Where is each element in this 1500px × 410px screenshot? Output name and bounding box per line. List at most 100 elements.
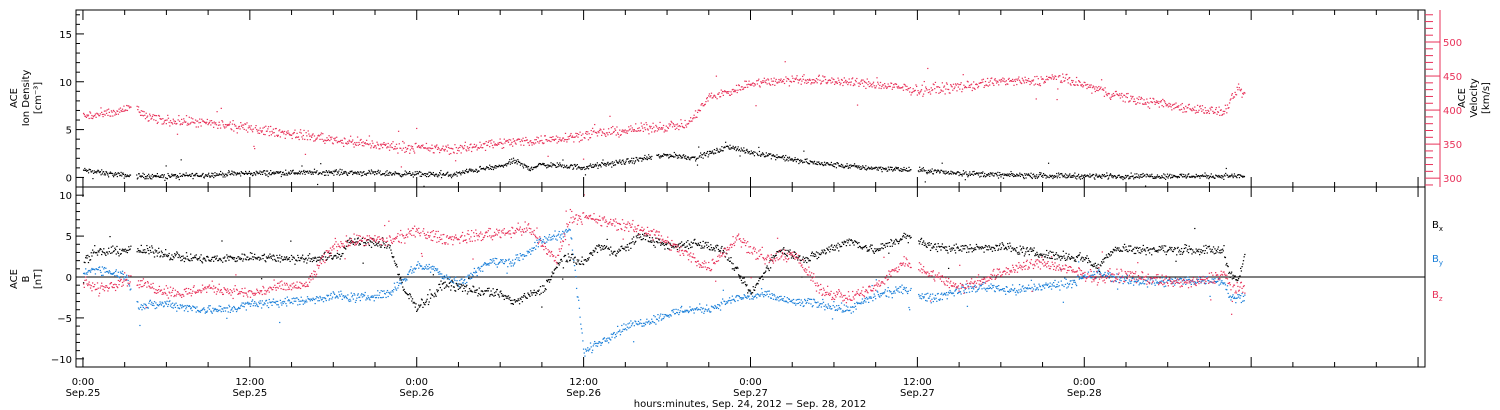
data-point — [831, 318, 834, 320]
data-point — [299, 300, 302, 302]
data-point — [1099, 176, 1102, 179]
data-point — [296, 173, 299, 175]
data-point — [511, 158, 513, 160]
data-point — [457, 172, 459, 174]
data-point — [139, 306, 142, 308]
data-point — [835, 82, 837, 84]
data-point — [409, 270, 411, 272]
data-point — [1046, 78, 1049, 80]
data-point — [458, 285, 460, 288]
data-point — [824, 304, 827, 306]
data-point — [1156, 102, 1158, 104]
data-point — [838, 81, 841, 83]
data-point — [970, 84, 972, 86]
data-point — [955, 172, 958, 174]
data-point — [258, 172, 260, 174]
data-point — [429, 267, 431, 269]
data-point — [118, 172, 120, 174]
data-point — [723, 300, 725, 302]
data-point — [112, 115, 114, 117]
data-point — [994, 172, 996, 175]
data-point — [896, 167, 898, 169]
data-point — [109, 115, 111, 117]
data-point — [703, 152, 705, 154]
data-point — [641, 160, 643, 162]
data-point — [1113, 175, 1115, 177]
data-point — [543, 236, 546, 238]
data-point — [855, 308, 857, 310]
data-point — [982, 175, 985, 178]
data-point — [215, 308, 217, 310]
data-point — [740, 150, 742, 152]
data-point — [992, 286, 994, 288]
data-point — [208, 175, 210, 177]
data-point — [317, 135, 319, 137]
data-point — [159, 175, 162, 177]
data-point — [227, 172, 229, 174]
data-point — [618, 330, 620, 333]
data-point — [906, 291, 908, 293]
data-point — [778, 156, 780, 158]
data-point — [169, 176, 171, 178]
data-point — [221, 174, 223, 176]
data-point — [1065, 74, 1067, 76]
data-point — [546, 238, 549, 240]
data-point — [1110, 96, 1112, 98]
data-point — [870, 85, 872, 87]
data-point — [832, 165, 834, 168]
data-point — [876, 290, 878, 292]
data-point — [496, 144, 498, 146]
data-point — [303, 129, 305, 132]
data-point — [604, 164, 606, 166]
data-point — [1145, 103, 1147, 105]
data-point — [648, 323, 651, 325]
data-point — [1014, 291, 1017, 293]
data-point — [177, 119, 179, 121]
data-point — [842, 311, 845, 313]
data-point — [437, 174, 439, 176]
data-point — [776, 82, 778, 84]
data-point — [1089, 277, 1092, 279]
data-point — [1212, 110, 1214, 112]
data-point — [398, 173, 400, 176]
data-point — [1165, 105, 1167, 107]
data-point — [743, 147, 745, 149]
data-point — [453, 174, 455, 176]
data-point — [849, 167, 851, 169]
data-point — [1236, 174, 1239, 176]
data-point — [554, 165, 557, 167]
data-point — [749, 84, 752, 86]
data-point — [205, 311, 207, 313]
data-point — [539, 163, 541, 165]
data-point — [181, 175, 184, 177]
data-point — [1104, 87, 1106, 89]
data-point — [1008, 77, 1010, 79]
data-point — [511, 141, 513, 143]
data-point — [986, 173, 988, 176]
data-point — [353, 172, 356, 174]
data-point — [984, 176, 986, 178]
data-point — [668, 316, 670, 318]
data-point — [653, 322, 656, 324]
data-point — [710, 311, 712, 313]
data-point — [767, 290, 769, 292]
data-point — [395, 148, 397, 150]
data-point — [384, 143, 386, 146]
data-point — [613, 130, 615, 133]
data-point — [586, 165, 588, 168]
data-point — [1154, 103, 1156, 105]
data-point — [1001, 288, 1003, 291]
data-point — [826, 307, 829, 309]
data-point — [160, 176, 162, 178]
data-point — [623, 131, 626, 133]
data-point — [740, 297, 742, 299]
data-point — [817, 79, 819, 81]
data-point — [774, 84, 776, 86]
data-point — [101, 111, 103, 113]
data-point — [86, 170, 88, 172]
data-point — [868, 301, 870, 303]
data-point — [579, 167, 582, 169]
data-point — [119, 277, 121, 279]
data-point — [976, 173, 978, 175]
data-point — [988, 81, 990, 83]
